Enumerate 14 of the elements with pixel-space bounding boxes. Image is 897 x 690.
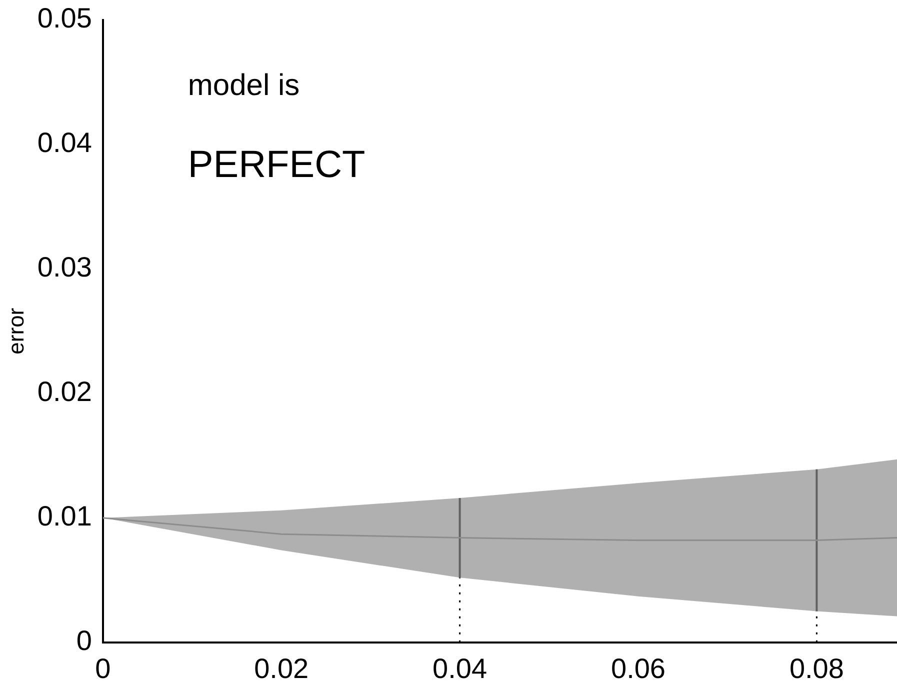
x-tick-label: 0.02 [254,652,309,684]
y-tick-label: 0.04 [37,127,92,158]
y-tick-label: 0.01 [37,500,92,532]
annotation: PERFECT [188,144,366,186]
y-tick-label: 0.03 [37,252,92,283]
annotation: model is [188,68,300,102]
y-tick-label: 0.05 [37,2,92,34]
x-tick-label: 0.06 [610,652,666,684]
y-tick-label: 0 [76,625,92,656]
y-axis-title: error [3,308,28,354]
x-tick-label: 0 [95,652,111,684]
y-tick-label: 0.02 [37,376,92,408]
x-tick-label: 0.08 [789,652,844,684]
x-tick-label: 0.04 [432,652,488,684]
